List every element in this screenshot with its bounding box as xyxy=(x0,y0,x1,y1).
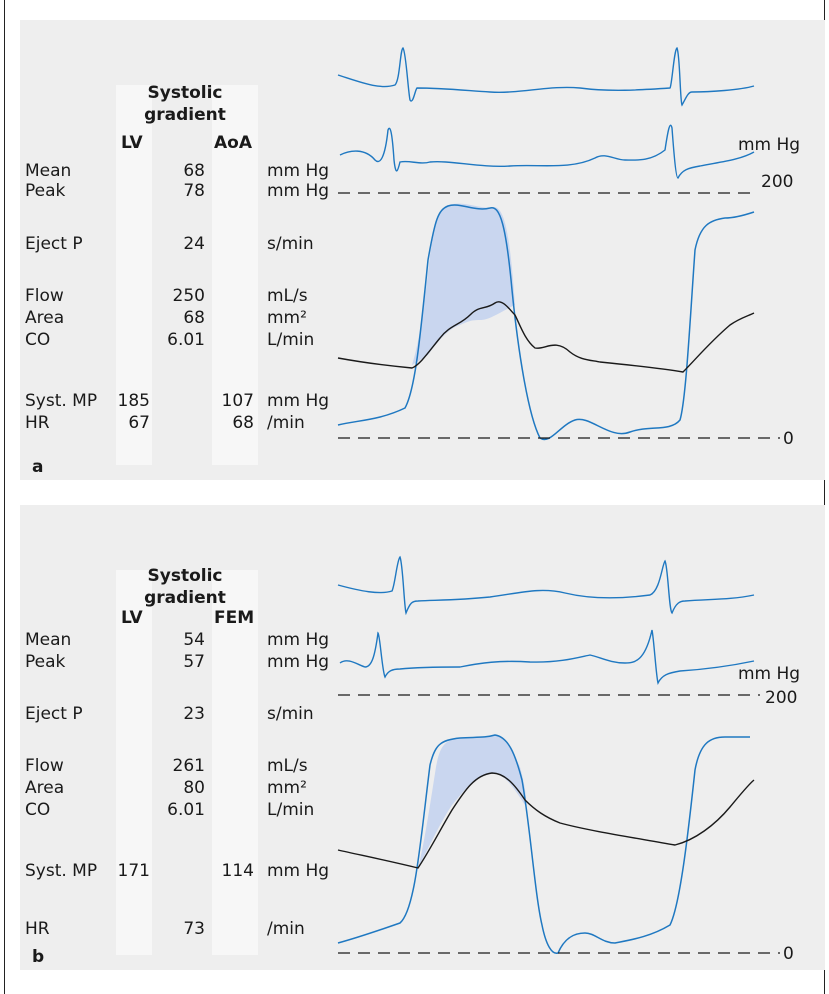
systolic-gradient-area xyxy=(412,203,515,365)
row-label-area: Area xyxy=(25,308,65,328)
panel-b: Systolic gradient LV FEM Mean 54 mm Hg P… xyxy=(20,505,825,970)
row-label-hr: HR xyxy=(25,919,50,939)
pressure-tracings xyxy=(337,46,780,441)
header-title-line2: gradient xyxy=(144,588,226,608)
row-lv-syst: 171 xyxy=(117,861,150,881)
ecg-trace-1 xyxy=(337,46,755,107)
row-grad-mean: 68 xyxy=(183,161,205,181)
row-label-co: CO xyxy=(25,330,51,350)
scale-top-label: 200 xyxy=(761,172,794,192)
row-label-syst: Syst. MP xyxy=(25,391,98,411)
ecg-trace-2 xyxy=(339,124,755,179)
row-label-flow: Flow xyxy=(25,286,64,306)
row-unit-flow: mL/s xyxy=(267,756,308,776)
header-title-line1: Systolic xyxy=(147,83,223,103)
right-column-band xyxy=(212,570,258,955)
scale-zero-label: 0 xyxy=(783,944,794,964)
row-lv-syst: 185 xyxy=(117,391,150,411)
row-grad-mean: 54 xyxy=(183,630,205,650)
header-col-right: AoA xyxy=(214,133,252,153)
header-col-lv: LV xyxy=(121,133,143,153)
row-label-co: CO xyxy=(25,800,51,820)
row-right-syst: 114 xyxy=(221,861,254,881)
lv-pressure-trace xyxy=(337,204,755,441)
row-label-peak: Peak xyxy=(25,181,66,201)
row-unit-hr: /min xyxy=(267,413,305,433)
row-unit-peak: mm Hg xyxy=(267,181,330,201)
row-grad-flow: 261 xyxy=(172,756,205,776)
scale-top-label: 200 xyxy=(765,688,798,708)
header-title-line2: gradient xyxy=(144,105,226,125)
row-label-mean: Mean xyxy=(25,630,72,650)
header-col-lv: LV xyxy=(121,608,143,628)
right-column-band xyxy=(212,85,258,465)
aortic-pressure-trace xyxy=(337,301,755,373)
row-grad-peak: 78 xyxy=(183,181,205,201)
ecg-trace-2 xyxy=(339,629,755,686)
row-label-mean: Mean xyxy=(25,161,72,181)
row-grad-co: 6.01 xyxy=(167,800,205,820)
pressure-tracings xyxy=(337,555,780,954)
row-unit-flow: mL/s xyxy=(267,286,308,306)
scale-unit: mm Hg xyxy=(738,135,801,155)
row-right-syst: 107 xyxy=(221,391,254,411)
header-title-line1: Systolic xyxy=(147,566,223,586)
lv-column-band xyxy=(116,85,152,465)
row-unit-area: mm² xyxy=(267,778,307,798)
row-grad-area: 80 xyxy=(183,778,205,798)
row-unit-peak: mm Hg xyxy=(267,652,330,672)
row-unit-syst: mm Hg xyxy=(267,391,330,411)
figure-frame xyxy=(4,0,825,994)
row-label-flow: Flow xyxy=(25,756,64,776)
systolic-gradient-area xyxy=(418,735,527,868)
row-label-hr: HR xyxy=(25,413,50,433)
panel-a: Systolic gradient LV AoA Mean 68 mm Hg P… xyxy=(20,20,825,480)
row-grad-hr: 73 xyxy=(183,919,205,939)
panel-label: b xyxy=(32,947,45,967)
row-unit-area: mm² xyxy=(267,308,307,328)
row-grad-eject: 23 xyxy=(183,704,205,724)
row-grad-peak: 57 xyxy=(183,652,205,672)
row-unit-eject: s/min xyxy=(267,704,314,724)
scale-unit: mm Hg xyxy=(738,664,801,684)
lv-column-band xyxy=(116,570,152,955)
lv-pressure-trace xyxy=(337,734,750,954)
row-unit-co: L/min xyxy=(267,800,315,820)
row-unit-syst: mm Hg xyxy=(267,861,330,881)
row-unit-co: L/min xyxy=(267,330,315,350)
panel-label: a xyxy=(32,457,44,477)
row-unit-mean: mm Hg xyxy=(267,630,330,650)
row-label-eject: Eject P xyxy=(25,704,83,724)
row-right-hr: 68 xyxy=(232,413,254,433)
scale-zero-label: 0 xyxy=(783,429,794,449)
row-grad-co: 6.01 xyxy=(167,330,205,350)
header-col-right: FEM xyxy=(214,608,255,628)
row-label-eject: Eject P xyxy=(25,234,83,254)
row-unit-mean: mm Hg xyxy=(267,161,330,181)
ecg-trace-1 xyxy=(337,555,755,616)
row-label-syst: Syst. MP xyxy=(25,861,98,881)
row-grad-area: 68 xyxy=(183,308,205,328)
row-unit-hr: /min xyxy=(267,919,305,939)
row-grad-flow: 250 xyxy=(172,286,205,306)
row-lv-hr: 67 xyxy=(128,413,150,433)
row-label-peak: Peak xyxy=(25,652,66,672)
row-unit-eject: s/min xyxy=(267,234,314,254)
row-label-area: Area xyxy=(25,778,65,798)
femoral-pressure-trace xyxy=(337,772,755,869)
row-grad-eject: 24 xyxy=(183,234,205,254)
